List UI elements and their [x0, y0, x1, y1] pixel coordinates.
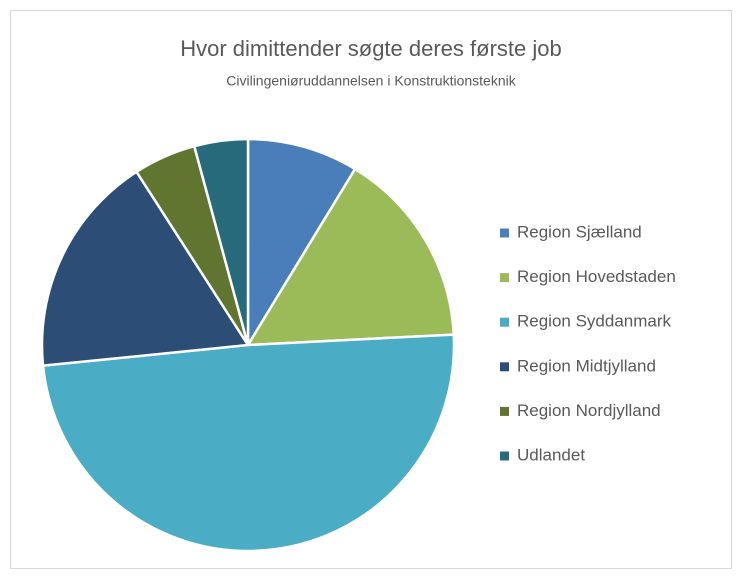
legend-swatch: [500, 273, 509, 283]
chart-title: Hvor dimittender søgte deres første job: [180, 36, 561, 61]
legend-swatch: [500, 406, 509, 416]
pie-slice: [246, 137, 357, 350]
legend-label: Region Syddanmark: [517, 312, 672, 331]
pie-slice: [245, 167, 456, 347]
chart-subtitle: Civilingeniøruddannelsen i Konstruktions…: [226, 73, 516, 89]
pie-slice: [40, 170, 251, 368]
legend-label: Region Sjælland: [517, 222, 642, 241]
legend-label: Region Nordjylland: [517, 401, 661, 420]
legend-label: Region Midtjylland: [517, 356, 656, 375]
legend-label: Region Hovedstaden: [517, 267, 676, 286]
legend-swatch: [500, 317, 509, 327]
legend-swatch: [500, 362, 509, 372]
legend-swatch: [500, 228, 509, 238]
legend-label: Udlandet: [517, 445, 585, 464]
pie-slice: [192, 137, 250, 346]
pie-slice: [41, 333, 456, 553]
legend-swatch: [500, 451, 509, 461]
